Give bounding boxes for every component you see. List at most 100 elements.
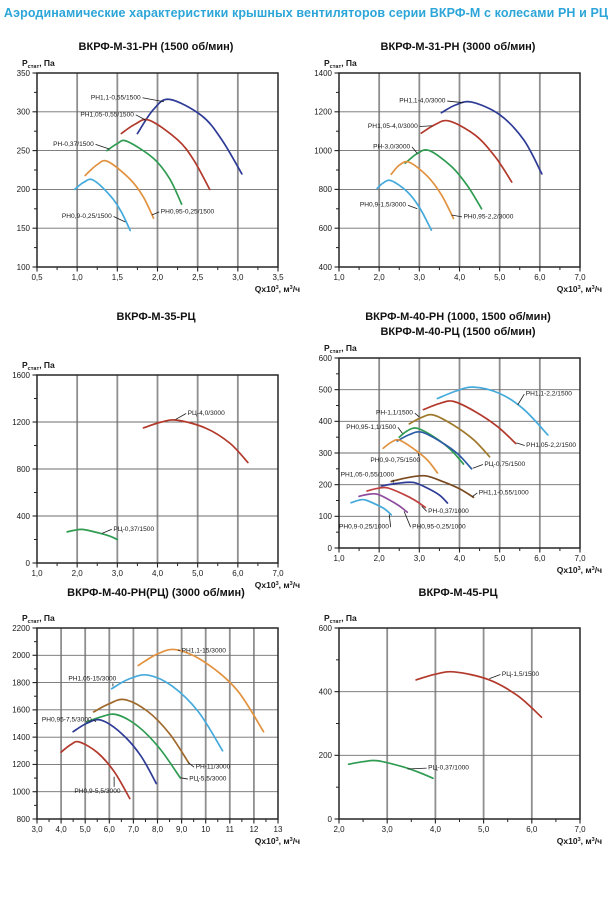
svg-text:5,0: 5,0 bbox=[80, 825, 92, 834]
svg-text:3,0: 3,0 bbox=[414, 273, 426, 282]
svg-text:2,0: 2,0 bbox=[72, 569, 84, 578]
svg-text:400: 400 bbox=[319, 263, 333, 272]
svg-text:РН1,05-0,55/1500: РН1,05-0,55/1500 bbox=[80, 111, 134, 118]
svg-text:РН1,05-4,0/3000: РН1,05-4,0/3000 bbox=[368, 123, 418, 130]
svg-text:3,0: 3,0 bbox=[232, 273, 244, 282]
svg-text:РЦ-0,37/1500: РЦ-0,37/1500 bbox=[113, 526, 154, 533]
svg-text:Qx103, м3/ч: Qx103, м3/ч bbox=[255, 836, 300, 846]
svg-text:РН1,05-2,2/1500: РН1,05-2,2/1500 bbox=[526, 442, 576, 449]
chart-title: ВКРФ-М-31-РН (1500 об/мин) bbox=[78, 41, 234, 53]
svg-text:250: 250 bbox=[17, 146, 31, 155]
svg-text:РЦ-0,75/1500: РЦ-0,75/1500 bbox=[484, 461, 525, 468]
svg-text:Qx103, м3/ч: Qx103, м3/ч bbox=[255, 284, 300, 294]
svg-text:РН1,1-4,0/3000: РН1,1-4,0/3000 bbox=[399, 98, 446, 105]
svg-text:1,5: 1,5 bbox=[112, 273, 124, 282]
svg-text:1,0: 1,0 bbox=[31, 569, 43, 578]
svg-text:РН1,05-15/3000: РН1,05-15/3000 bbox=[68, 675, 116, 682]
chart-panel-vkrf-m-35-rc: ВКРФ-М-35-РЦ 1,0 2,0 3,0 4,0 5,0 6,0 7,0 0 400 80… bbox=[10, 310, 302, 592]
svg-text:3,0: 3,0 bbox=[414, 554, 426, 563]
svg-text:7,0: 7,0 bbox=[574, 273, 586, 282]
svg-text:200: 200 bbox=[319, 751, 333, 760]
svg-text:4,0: 4,0 bbox=[152, 569, 164, 578]
svg-text:6,0: 6,0 bbox=[526, 825, 538, 834]
svg-text:РН0,9-0,75/1500: РН0,9-0,75/1500 bbox=[370, 457, 420, 464]
svg-text:2000: 2000 bbox=[12, 651, 30, 660]
chart-canvas: 3,0 4,0 5,0 6,0 7,0 8,0 9,0 10 11 12 13 800 1000 1200… bbox=[12, 613, 300, 846]
svg-text:800: 800 bbox=[319, 185, 333, 194]
svg-text:7,0: 7,0 bbox=[272, 569, 284, 578]
svg-text:600: 600 bbox=[319, 224, 333, 233]
svg-text:1600: 1600 bbox=[12, 371, 30, 380]
svg-text:2,0: 2,0 bbox=[333, 825, 345, 834]
svg-text:1000: 1000 bbox=[12, 788, 30, 797]
svg-text:6,0: 6,0 bbox=[534, 273, 546, 282]
svg-text:РН1,1-0,55/1000: РН1,1-0,55/1000 bbox=[479, 489, 529, 496]
svg-text:6,0: 6,0 bbox=[104, 825, 116, 834]
svg-text:3,5: 3,5 bbox=[272, 273, 284, 282]
svg-text:Рстат, Па: Рстат, Па bbox=[324, 343, 357, 355]
svg-text:РН-0,37/1000: РН-0,37/1000 bbox=[428, 508, 469, 515]
chart-title: ВКРФ-М-35-РЦ bbox=[116, 311, 196, 323]
svg-text:РН0,9-5,5/3000: РН0,9-5,5/3000 bbox=[74, 788, 121, 795]
svg-text:600: 600 bbox=[319, 624, 333, 633]
svg-text:3,0: 3,0 bbox=[382, 825, 394, 834]
svg-text:8,0: 8,0 bbox=[152, 825, 164, 834]
svg-text:0: 0 bbox=[26, 559, 31, 568]
svg-text:200: 200 bbox=[319, 480, 333, 489]
chart-title: ВКРФ-М-45-РЦ bbox=[418, 587, 498, 599]
svg-text:РН-11/3000: РН-11/3000 bbox=[196, 764, 231, 771]
svg-text:400: 400 bbox=[319, 417, 333, 426]
svg-text:0,5: 0,5 bbox=[31, 273, 43, 282]
svg-text:5,0: 5,0 bbox=[192, 569, 204, 578]
svg-text:5,0: 5,0 bbox=[494, 273, 506, 282]
svg-text:13: 13 bbox=[274, 825, 283, 834]
svg-text:100: 100 bbox=[17, 263, 31, 272]
svg-text:2,5: 2,5 bbox=[192, 273, 204, 282]
svg-text:4,0: 4,0 bbox=[454, 273, 466, 282]
svg-text:Qx103, м3/ч: Qx103, м3/ч bbox=[557, 565, 602, 575]
svg-text:1400: 1400 bbox=[314, 69, 332, 78]
svg-text:3,0: 3,0 bbox=[31, 825, 43, 834]
svg-text:1000: 1000 bbox=[314, 146, 332, 155]
svg-text:РН0,95-1,1/1500: РН0,95-1,1/1500 bbox=[346, 424, 396, 431]
svg-text:1800: 1800 bbox=[12, 678, 30, 687]
svg-text:Рстат, Па: Рстат, Па bbox=[22, 58, 55, 70]
svg-text:100: 100 bbox=[319, 512, 333, 521]
svg-text:11: 11 bbox=[226, 825, 235, 834]
svg-text:2,0: 2,0 bbox=[374, 554, 386, 563]
chart-title-line2: ВКРФ-М-40-РЦ (1500 об/мин) bbox=[380, 326, 536, 338]
svg-text:600: 600 bbox=[319, 354, 333, 363]
svg-text:РН-1,1/1500: РН-1,1/1500 bbox=[376, 410, 413, 417]
svg-text:1200: 1200 bbox=[314, 108, 332, 117]
chart-panel-vkrf-m-40-rn-rc: ВКРФ-М-40-РН (1000, 1500 об/мин) ВКРФ-М-… bbox=[312, 310, 604, 578]
page-title: Аэродинамические характеристики крышных … bbox=[3, 6, 609, 20]
svg-text:7,0: 7,0 bbox=[128, 825, 140, 834]
svg-text:Рстат, Па: Рстат, Па bbox=[324, 58, 357, 70]
svg-text:РН0,9-0,25/1000: РН0,9-0,25/1000 bbox=[339, 524, 389, 531]
svg-text:400: 400 bbox=[319, 687, 333, 696]
svg-text:РЦ-5,5/3000: РЦ-5,5/3000 bbox=[189, 776, 226, 783]
chart-panel-vkrf-m-31-rn-3000: ВКРФ-М-31-РН (3000 об/мин) 1,0 2,0 3,0 4,0 5… bbox=[312, 40, 604, 297]
chart-panel-vkrf-m-40-rn-rc-3000: ВКРФ-М-40-РН(РЦ) (3000 об/мин) 3,0 4,0 5,0… bbox=[10, 586, 302, 853]
svg-text:5,0: 5,0 bbox=[478, 825, 490, 834]
svg-text:РН1,1-2,2/1500: РН1,1-2,2/1500 bbox=[526, 391, 573, 398]
svg-text:1600: 1600 bbox=[12, 706, 30, 715]
svg-text:7,0: 7,0 bbox=[574, 554, 586, 563]
chart-panel-vkrf-m-31-rn-1500: ВКРФ-М-31-РН (1500 об/мин) 0,5 1,0 1,5 2,0 2… bbox=[10, 40, 302, 297]
svg-text:РЦ-4,0/3000: РЦ-4,0/3000 bbox=[188, 410, 225, 417]
svg-text:300: 300 bbox=[319, 449, 333, 458]
chart-title: ВКРФ-М-40-РН (1000, 1500 об/мин) bbox=[365, 311, 551, 323]
svg-text:10: 10 bbox=[201, 825, 210, 834]
svg-text:Qx103, м3/ч: Qx103, м3/ч bbox=[557, 284, 602, 294]
chart-canvas: 1,0 2,0 3,0 4,0 5,0 6,0 7,0 0 100 200 300 400 500 600… bbox=[319, 343, 602, 575]
svg-text:1,0: 1,0 bbox=[333, 554, 345, 563]
svg-text:150: 150 bbox=[17, 224, 31, 233]
chart-title: ВКРФ-М-31-РН (3000 об/мин) bbox=[380, 41, 536, 53]
svg-text:РН1,05-0,55/1000: РН1,05-0,55/1000 bbox=[341, 472, 395, 479]
svg-text:РН0,9-1,5/3000: РН0,9-1,5/3000 bbox=[360, 202, 407, 209]
svg-text:350: 350 bbox=[17, 69, 31, 78]
svg-text:РН0,95-0,25/1000: РН0,95-0,25/1000 bbox=[412, 524, 466, 531]
svg-text:РН-0,37/1500: РН-0,37/1500 bbox=[53, 141, 94, 148]
svg-text:РН0,95-2,2/3000: РН0,95-2,2/3000 bbox=[464, 213, 514, 220]
svg-text:4,0: 4,0 bbox=[56, 825, 68, 834]
